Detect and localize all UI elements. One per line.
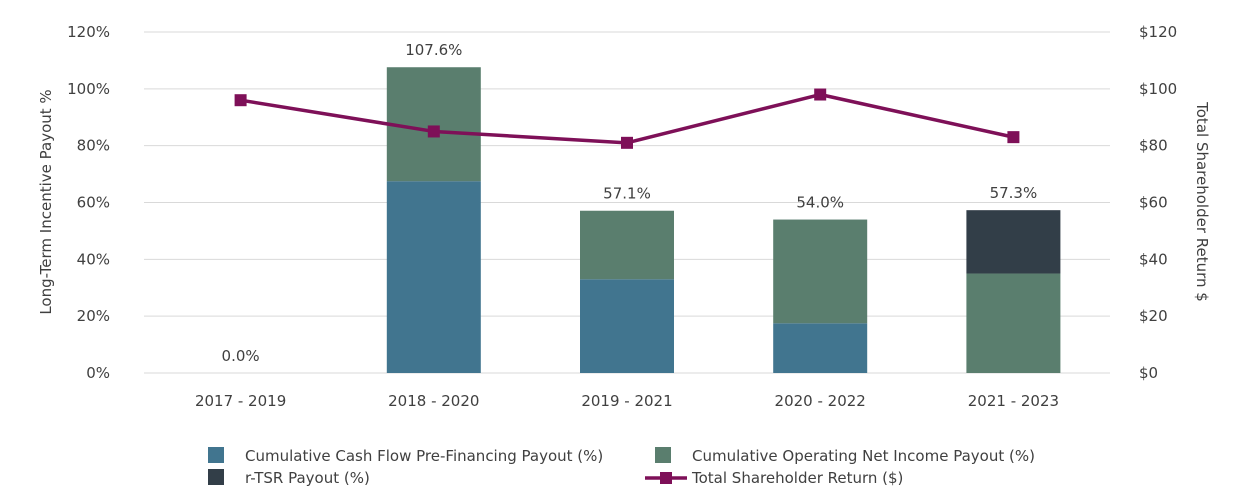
x-tick-label: 2017 - 2019 <box>195 392 286 410</box>
y-tick-label-right: $60 <box>1139 194 1168 212</box>
tsr-marker <box>814 88 827 101</box>
y-tick-label-right: $120 <box>1139 23 1177 41</box>
tsr-marker <box>427 125 440 138</box>
total-data-label: 107.6% <box>405 41 462 59</box>
bar-segment-series-1 <box>386 181 481 373</box>
y-tick-label-left: 0% <box>86 364 110 382</box>
bar-segment-series-2 <box>580 210 674 280</box>
bar-segment-series-3 <box>966 210 1061 274</box>
x-axis-ticks: 2017 - 2019 2018 - 2020 2019 - 2021 2020 - … <box>195 392 1059 410</box>
y-axis-title-left: Long-Term Incentive Payout % <box>37 89 55 314</box>
x-tick-label: 2021 - 2023 <box>968 392 1059 410</box>
bar-segment-series-2 <box>773 219 868 324</box>
tsr-marker <box>621 136 633 149</box>
bar-segment-series-2 <box>966 273 1061 373</box>
bar-segments <box>386 67 1061 373</box>
y-tick-label-right: $20 <box>1139 307 1168 325</box>
y-tick-label-right: $40 <box>1139 250 1168 268</box>
y-tick-label-left: 80% <box>77 137 110 155</box>
y-tick-label-right: $80 <box>1139 137 1168 155</box>
total-data-label: 57.1% <box>603 185 651 203</box>
y-tick-label-right: $0 <box>1139 364 1158 382</box>
x-tick-label: 2018 - 2020 <box>388 392 479 410</box>
bar-segment-series-2 <box>386 67 481 182</box>
legend-label: Cumulative Cash Flow Pre-Financing Payou… <box>245 447 603 465</box>
legend-swatch <box>655 447 671 463</box>
tsr-line <box>234 88 1020 149</box>
tsr-line-path <box>240 92 1014 145</box>
y-axis-title-right: Total Shareholder Return $ <box>1193 101 1211 302</box>
y-tick-label-left: 100% <box>67 80 110 98</box>
legend-label: r-TSR Payout (%) <box>245 469 370 487</box>
x-tick-label: 2019 - 2021 <box>581 392 672 410</box>
legend-swatch <box>208 447 224 463</box>
bar-segment-series-1 <box>580 279 674 373</box>
total-data-label: 57.3% <box>990 184 1038 202</box>
x-tick-label: 2020 - 2022 <box>775 392 866 410</box>
y-tick-label-left: 120% <box>67 23 110 41</box>
left-axis-ticks: 0% 20% 40% 60% 80% 100% 120% <box>67 23 110 382</box>
legend-label: Cumulative Operating Net Income Payout (… <box>692 447 1035 465</box>
y-tick-label-left: 20% <box>77 307 110 325</box>
legend: Cumulative Cash Flow Pre-Financing Payou… <box>208 447 1035 487</box>
legend-swatch <box>208 469 224 485</box>
bar-segment-series-1 <box>773 323 868 373</box>
y-tick-label-right: $100 <box>1139 80 1177 98</box>
total-data-label: 0.0% <box>222 347 260 365</box>
legend-swatch-marker <box>660 472 672 484</box>
legend-label: Total Shareholder Return ($) <box>691 469 903 487</box>
tsr-marker <box>1007 131 1020 144</box>
total-data-label: 54.0% <box>796 194 844 212</box>
y-tick-label-left: 60% <box>77 194 110 212</box>
tsr-marker <box>234 94 247 107</box>
right-axis-ticks: $0 $20 $40 $60 $80 $100 $120 <box>1139 23 1177 382</box>
data-labels: 0.0% 107.6% 57.1% 54.0% 57.3% <box>222 41 1038 365</box>
y-tick-label-left: 40% <box>77 250 110 268</box>
